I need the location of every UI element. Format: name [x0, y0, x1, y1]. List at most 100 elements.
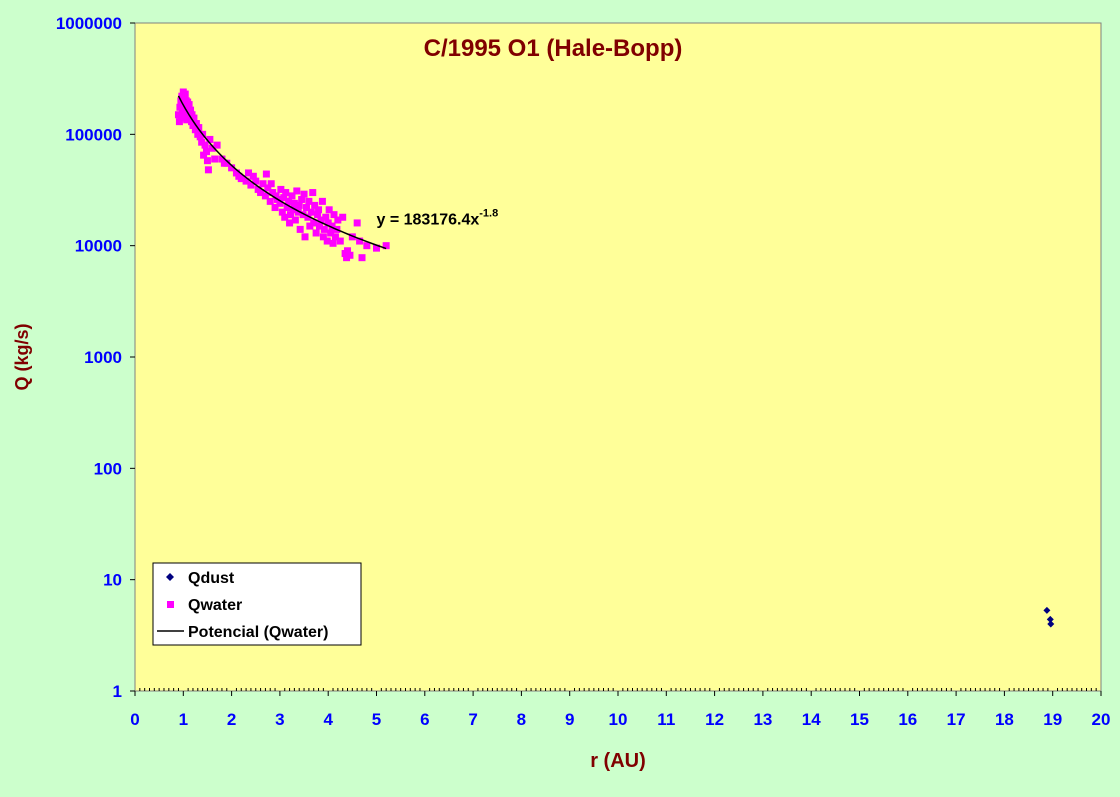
qwater-point: [218, 155, 226, 163]
qwater-point: [266, 197, 274, 205]
qwater-point: [242, 177, 250, 185]
qwater-point: [348, 233, 356, 241]
qwater-point: [329, 239, 337, 247]
qwater-point: [307, 208, 315, 216]
qdust-point: [1046, 615, 1054, 623]
qwater-point: [247, 181, 255, 189]
qwater-point: [202, 148, 210, 156]
qwater-point: [267, 180, 275, 188]
qwater-point: [285, 197, 293, 205]
legend-marker-qdust: [166, 573, 174, 581]
qwater-point: [323, 237, 331, 245]
legend-label-qwater: Qwater: [188, 597, 242, 614]
qwater-point: [208, 144, 216, 152]
fit-equation-label: y = 183176.4x-1.8: [377, 207, 499, 228]
y-tick-label: 10: [103, 571, 122, 590]
x-tick-label: 3: [275, 710, 284, 729]
qwater-point: [358, 254, 366, 262]
qwater-point: [211, 155, 219, 163]
x-tick-label: 15: [850, 710, 869, 729]
x-tick-label: 1: [179, 710, 188, 729]
y-tick-label: 100: [94, 459, 122, 478]
qwater-point: [261, 192, 269, 200]
qwater-point: [344, 247, 352, 255]
qwater-point: [316, 222, 324, 230]
fit-equation-main: y = 183176.4x: [377, 211, 480, 228]
qwater-point: [315, 206, 323, 214]
x-tick-label: 6: [420, 710, 429, 729]
qwater-point: [299, 211, 307, 219]
qwater-point: [314, 211, 322, 219]
qwater-point: [252, 177, 260, 185]
qwater-point: [190, 114, 198, 122]
qwater-point: [280, 194, 288, 202]
qwater-point: [331, 233, 339, 241]
x-tick-label: 4: [323, 710, 333, 729]
qwater-point: [320, 225, 328, 233]
x-tick-label: 11: [657, 710, 675, 729]
qdust-point: [1043, 606, 1051, 614]
x-tick-label: 5: [372, 710, 381, 729]
qwater-point: [312, 229, 320, 237]
legend-label-fit: Potencial (Qwater): [188, 624, 328, 641]
qwater-point: [294, 208, 302, 216]
qwater-point: [306, 222, 314, 230]
qwater-point: [281, 213, 289, 221]
legend-label-qdust: Qdust: [188, 570, 235, 587]
qwater-point: [204, 166, 212, 174]
qwater-point: [311, 201, 319, 209]
qwater-point: [309, 189, 317, 197]
x-tick-label: 9: [565, 710, 574, 729]
qwater-point: [257, 189, 265, 197]
y-tick-label: 1: [113, 682, 122, 701]
x-tick-label: 8: [517, 710, 526, 729]
qwater-point: [206, 135, 214, 143]
qwater-point: [291, 216, 299, 224]
x-axis-label: r (AU): [590, 750, 646, 772]
qwater-point: [192, 120, 200, 128]
x-axis-ticks: 0 1 2 3 4 5 6 7 8 9 10 11 12 13 14 15 16 17 18 19 20: [130, 691, 1110, 729]
qwater-point: [176, 103, 184, 111]
qwater-point: [334, 216, 342, 224]
qwater-point: [187, 106, 195, 114]
qwater-point: [328, 222, 336, 230]
qwater-point: [271, 204, 279, 212]
x-tick-label: 10: [609, 710, 628, 729]
qwater-point: [278, 208, 286, 216]
qwater-point: [188, 118, 196, 126]
qwater-point: [295, 201, 303, 209]
qwater-point: [286, 219, 294, 227]
x-minor-ticks: [139, 688, 1097, 691]
qwater-point: [325, 206, 333, 214]
qwater-point: [288, 192, 296, 200]
qwater-point: [201, 141, 209, 149]
x-tick-label: 16: [898, 710, 917, 729]
y-tick-label: 10000: [75, 237, 122, 256]
qwater-point: [289, 206, 297, 214]
qwater-point: [228, 164, 236, 172]
qwater-point: [302, 204, 310, 212]
qwater-point: [181, 90, 189, 98]
qwater-point: [324, 219, 332, 227]
legend-box: [152, 562, 362, 646]
qwater-point: [290, 199, 298, 207]
x-tick-label: 18: [995, 710, 1014, 729]
legend-marker-qwater: [167, 601, 174, 608]
y-axis-label: Q (kg/s): [12, 323, 32, 390]
x-tick-label: 19: [1043, 710, 1062, 729]
qwater-point: [305, 197, 313, 205]
qwater-point: [301, 233, 309, 241]
legend: Qdust Qwater Potencial (Qwater): [152, 562, 362, 646]
qwater-point: [175, 118, 183, 126]
qwater-point: [310, 219, 318, 227]
qwater-point: [339, 213, 347, 221]
qwater-point: [213, 141, 221, 149]
x-tick-label: 2: [227, 710, 236, 729]
y-tick-label: 100000: [65, 125, 122, 144]
qwater-point: [264, 184, 272, 192]
x-tick-label: 17: [947, 710, 966, 729]
qwater-point: [353, 219, 361, 227]
qwater-point: [245, 169, 253, 177]
